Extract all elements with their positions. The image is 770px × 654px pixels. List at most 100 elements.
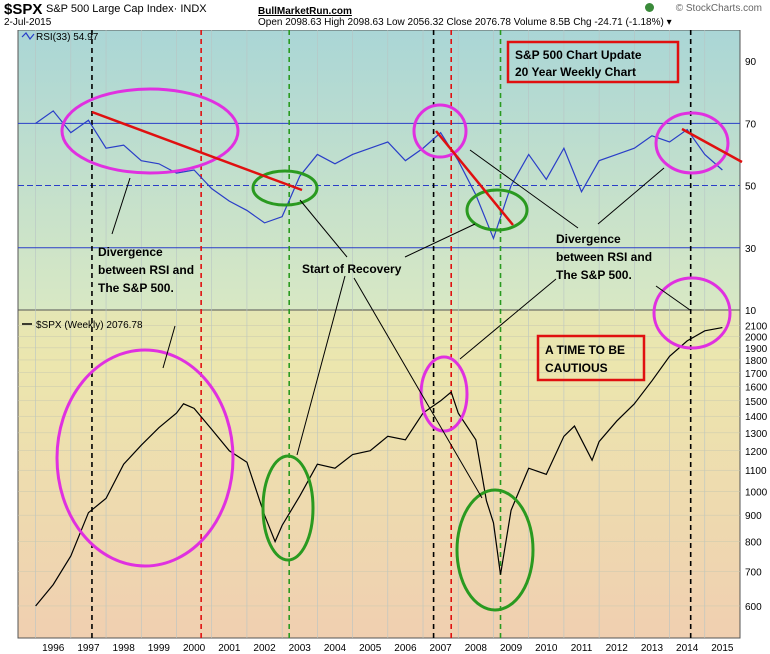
- price-tick-label: 2100: [745, 321, 768, 332]
- rsi-tick-label: 50: [745, 182, 757, 193]
- price-legend-label: $SPX (Weekly) 2076.78: [36, 320, 143, 331]
- recovery-label: Start of Recovery: [302, 262, 402, 276]
- divergence-left-line-3: The S&P 500.: [98, 281, 174, 295]
- divergence-right-line-1: Divergence: [556, 232, 621, 246]
- price-axis-ticks: 600 700 800 900 1000 1100 1200 1300 1400 1500 1600…: [745, 321, 768, 613]
- recovery-ellipse: [251, 169, 319, 207]
- x-tick-label: 2012: [606, 643, 629, 654]
- x-tick-label: 2004: [324, 643, 347, 654]
- trend-line-red: [681, 127, 743, 164]
- caution-box: A TIME TO BE CAUTIOUS: [536, 334, 646, 382]
- x-tick-label: 2015: [711, 643, 734, 654]
- divergence-left-line-2: between RSI and: [98, 263, 194, 277]
- price-tick-label: 1200: [745, 447, 768, 458]
- rsi-axis-ticks: 10 30 50 70 90: [745, 57, 757, 317]
- rsi-tick-label: 90: [745, 57, 757, 68]
- x-tick-label: 1998: [113, 643, 136, 654]
- price-top-ellipse: [652, 276, 732, 350]
- pointer-line: [296, 275, 346, 456]
- annotation-shapes: [55, 87, 743, 612]
- x-tick-label: 2002: [253, 643, 276, 654]
- rsi-legend-label: RSI(33) 54.97: [36, 32, 99, 43]
- price-tick-label: 800: [745, 538, 762, 549]
- recovery-ellipse: [455, 488, 535, 612]
- pointer-line: [162, 325, 176, 369]
- caution-box-line-1: A TIME TO BE: [545, 343, 625, 357]
- x-tick-label: 2001: [218, 643, 241, 654]
- pointer-line: [299, 199, 348, 258]
- rsi-legend: RSI(33) 54.97: [21, 32, 99, 43]
- price-tick-label: 2000: [745, 332, 768, 343]
- x-tick-label: 2006: [394, 643, 417, 654]
- price-top-ellipse: [55, 348, 235, 568]
- divergence-right-label: Divergence between RSI and The S&P 500.: [556, 232, 652, 282]
- divergence-right-line-3: The S&P 500.: [556, 268, 632, 282]
- x-tick-label: 2005: [359, 643, 382, 654]
- caution-box-border: [536, 334, 646, 382]
- pointer-line: [597, 167, 665, 225]
- pointer-line: [459, 278, 557, 360]
- x-axis-ticks: 1996 1997 1998 1999 2000 2001 2002 2003 2004 2005…: [42, 643, 734, 654]
- pointer-line: [353, 277, 483, 499]
- x-tick-label: 2003: [289, 643, 312, 654]
- rsi-tick-label: 70: [745, 119, 757, 130]
- price-legend: $SPX (Weekly) 2076.78: [22, 320, 143, 331]
- pointer-line: [655, 285, 691, 311]
- site-link[interactable]: BullMarketRun.com: [258, 6, 352, 17]
- rsi-panel-background: [17, 30, 741, 311]
- x-tick-label: 1999: [148, 643, 171, 654]
- price-tick-label: 1500: [745, 397, 768, 408]
- pointer-line: [404, 223, 476, 258]
- price-tick-label: 1400: [745, 412, 768, 423]
- pointer-line: [469, 149, 579, 229]
- x-tick-label: 2010: [535, 643, 558, 654]
- ohlc-readout: Open 2098.63 High 2098.63 Low 2056.32 Cl…: [258, 17, 672, 28]
- rsi-tick-label: 10: [745, 306, 757, 317]
- x-tick-label: 2013: [641, 643, 664, 654]
- rsi-tick-label: 30: [745, 244, 757, 255]
- price-tick-label: 1800: [745, 356, 768, 367]
- title-box-border: [506, 40, 680, 84]
- divergence-ellipse: [412, 103, 468, 159]
- price-tick-label: 1000: [745, 488, 768, 499]
- divergence-left-label: Divergence between RSI and The S&P 500.: [98, 245, 194, 295]
- price-tick-label: 1600: [745, 382, 768, 393]
- divergence-ellipse: [654, 111, 730, 175]
- rsi-legend-icon: [21, 32, 35, 41]
- title-box: S&P 500 Chart Update 20 Year Weekly Char…: [506, 40, 680, 84]
- x-tick-label: 2009: [500, 643, 523, 654]
- trend-line-red: [91, 110, 303, 192]
- credit-label: © StockCharts.com: [675, 3, 762, 14]
- x-tick-label: 2000: [183, 643, 206, 654]
- recovery-ellipse: [261, 454, 315, 562]
- vertical-markers: [91, 30, 692, 638]
- price-tick-label: 1900: [745, 344, 768, 355]
- title-box-line-2: 20 Year Weekly Chart: [515, 65, 636, 79]
- price-tick-label: 1300: [745, 429, 768, 440]
- caution-box-line-2: CAUTIOUS: [545, 361, 608, 375]
- symbol-label: $SPX: [4, 1, 43, 18]
- divergence-ellipse: [60, 87, 240, 175]
- price-tick-label: 600: [745, 602, 762, 613]
- index-description: S&P 500 Large Cap Index· INDX: [46, 3, 207, 15]
- chart-header: $SPX S&P 500 Large Cap Index· INDX 2-Jul…: [0, 0, 770, 30]
- trend-line-red: [435, 130, 514, 226]
- divergence-right-line-2: between RSI and: [556, 250, 652, 264]
- x-tick-label: 1996: [42, 643, 65, 654]
- chart-date: 2-Jul-2015: [4, 17, 52, 28]
- price-tick-label: 900: [745, 511, 762, 522]
- title-box-line-1: S&P 500 Chart Update: [515, 48, 642, 62]
- x-tick-label: 2007: [430, 643, 453, 654]
- stockcharts-logo-icon: [645, 3, 654, 12]
- rsi-reference-lines: [18, 122, 740, 249]
- spx-chart: 10 30 50 70 90 600 700 800 900 1000 1100 1200 1300 1…: [17, 30, 768, 654]
- price-series-line: [35, 327, 723, 607]
- pointer-line: [111, 177, 131, 235]
- x-tick-label: 2011: [571, 643, 593, 654]
- price-tick-label: 1100: [745, 466, 767, 477]
- divergence-left-line-1: Divergence: [98, 245, 163, 259]
- recovery-ellipse: [465, 188, 529, 232]
- price-tick-label: 700: [745, 567, 762, 578]
- x-tick-label: 1997: [77, 643, 100, 654]
- price-tick-label: 1700: [745, 369, 768, 380]
